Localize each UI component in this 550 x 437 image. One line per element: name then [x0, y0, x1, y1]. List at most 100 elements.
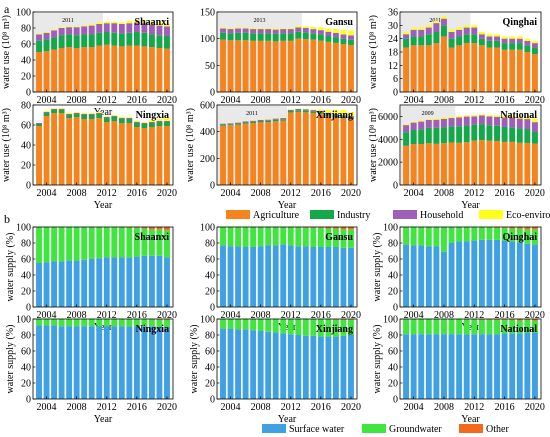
x-tick-label: 2008 [251, 95, 271, 106]
bar-segment [118, 33, 125, 47]
legend-label: Household [420, 210, 463, 221]
x-tick-label: 2004 [404, 188, 424, 199]
bar-segment [524, 227, 531, 230]
bar-segment [531, 244, 538, 307]
bar-segment [220, 125, 226, 185]
bar-segment [524, 229, 531, 244]
bar-segment [531, 229, 538, 245]
bar-segment [111, 121, 118, 185]
bar-segment [325, 336, 332, 399]
x-tick-label: 2016 [127, 188, 147, 199]
bar-segment [433, 23, 440, 32]
bar-segment [531, 320, 538, 333]
y-tick-label: 80 [388, 331, 398, 342]
bar-segment [317, 247, 324, 307]
bar-segment [156, 319, 163, 327]
bar-segment [141, 227, 148, 229]
bar-segment [509, 49, 516, 92]
bar-segment [51, 49, 58, 92]
x-tick-label: 2008 [434, 95, 454, 106]
legend-item: Groundwater [362, 424, 442, 435]
y-tick-label: 200 [200, 154, 215, 165]
y-tick-label: 400 [200, 127, 215, 138]
bar-segment [441, 334, 447, 399]
x-tick-label: 2012 [97, 402, 117, 413]
bar-segment [235, 27, 242, 29]
bar-segment [494, 47, 500, 92]
bar-segment [501, 126, 508, 142]
bar-segment [524, 38, 531, 41]
x-tick-label: 2012 [97, 188, 117, 199]
bar-segment [43, 113, 50, 116]
y-axis-label: water use (10⁸ m³) [185, 108, 196, 182]
bar-segment [103, 118, 110, 122]
y-tick-label: 600 [200, 101, 215, 112]
bar-segment [348, 119, 354, 185]
bar-segment [43, 39, 50, 52]
bar-segment [272, 319, 279, 333]
bar-segment [295, 108, 302, 109]
bar-segment [471, 116, 478, 125]
bar-segment [148, 326, 155, 399]
bar-segment [88, 34, 95, 48]
bar-segment [348, 319, 354, 335]
bar-segment [133, 121, 140, 122]
bar-segment [73, 326, 80, 399]
bar-segment [148, 123, 155, 127]
bar-segment [478, 140, 485, 185]
bar-segment [118, 326, 125, 399]
x-tick-label: 2004 [37, 402, 57, 413]
bar-segment [463, 116, 470, 126]
bar-segment [141, 124, 148, 128]
bar-segment [456, 29, 463, 37]
bar-segment [88, 24, 95, 26]
bar-segment [118, 119, 125, 123]
bar-segment [133, 122, 140, 123]
bar-segment [456, 334, 463, 399]
plot-frame [32, 226, 174, 308]
bar-segment [133, 227, 140, 257]
bar-segment [242, 40, 249, 92]
bar-segment [524, 45, 531, 52]
bar-segment [280, 244, 287, 307]
bar-segment [118, 22, 125, 24]
bar-segment [348, 247, 354, 307]
bar-segment [325, 112, 332, 115]
bar-segment [509, 36, 516, 39]
legend-water-supply: Surface water Groundwater Other [262, 424, 509, 435]
bar-segment [531, 122, 538, 132]
bar-segment [111, 23, 118, 33]
bar-segment [516, 118, 523, 129]
bar-segment [81, 119, 88, 185]
y-tick-label: 80 [205, 239, 215, 250]
bar-segment [73, 48, 80, 92]
bar-segment [265, 245, 272, 307]
bar-segment [43, 51, 50, 92]
x-axis-label: Year [461, 200, 480, 211]
plot-frame [216, 104, 358, 186]
bar-segment [531, 118, 538, 123]
bar-segment [73, 26, 80, 28]
bar-segment [478, 239, 485, 307]
y-tick-label: 100 [16, 223, 31, 234]
bar-segment [81, 25, 88, 27]
bar-segment [66, 115, 73, 118]
bar-segment [81, 113, 88, 114]
bar-segment [418, 36, 425, 46]
bar-segment [332, 37, 339, 43]
bar-segment [524, 319, 531, 333]
bar-segment [164, 118, 170, 121]
bar-segment [441, 25, 447, 37]
bar-segment [250, 28, 257, 30]
bar-segment [418, 245, 425, 307]
bar-segment [478, 115, 485, 125]
bar-segment [501, 43, 508, 50]
bar-segment [43, 116, 50, 185]
bar-segment [509, 43, 516, 50]
bar-segment [287, 29, 294, 34]
bar-segment [220, 319, 226, 329]
bar-segment [478, 32, 485, 35]
bar-segment [332, 32, 339, 38]
bar-segment [471, 334, 478, 399]
